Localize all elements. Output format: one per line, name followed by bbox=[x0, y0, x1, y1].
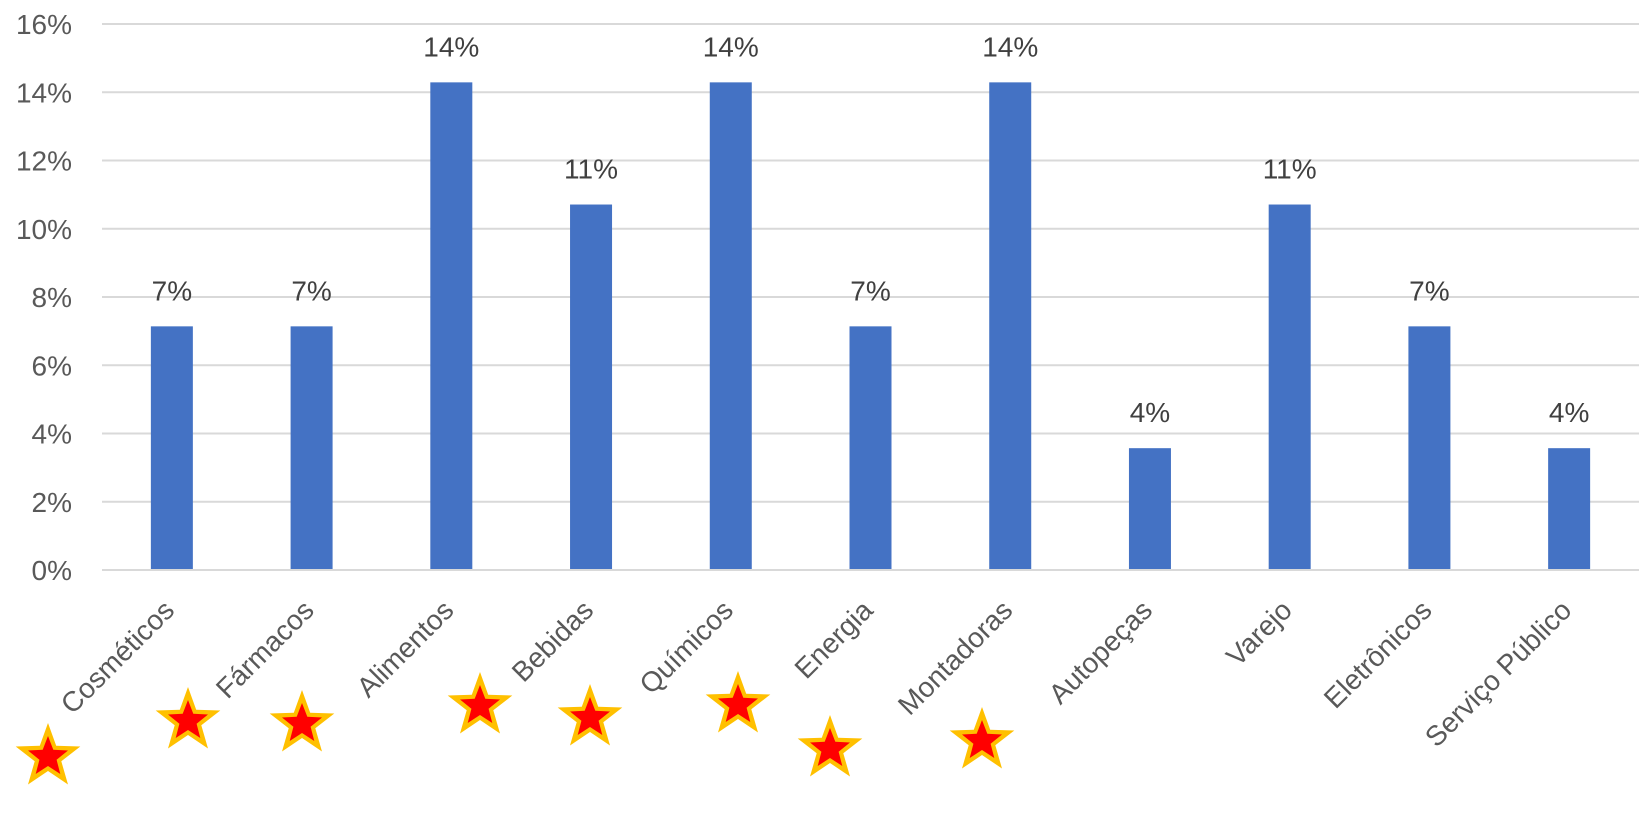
bar bbox=[849, 326, 892, 570]
star-icon bbox=[155, 687, 221, 749]
gridlines bbox=[102, 23, 1639, 571]
category-label: Autopeças bbox=[1043, 594, 1158, 709]
star-icon bbox=[15, 723, 81, 785]
data-label: 7% bbox=[291, 275, 331, 306]
bar bbox=[150, 326, 193, 570]
y-tick-label: 6% bbox=[32, 350, 72, 381]
data-label: 4% bbox=[1130, 397, 1170, 428]
data-labels: 7% 7% 14% 11% 14% 7% 14% 4% 11% 7% 4% bbox=[152, 31, 1590, 428]
bar bbox=[1268, 204, 1311, 571]
y-axis-tick-labels: 0% 2% 4% 6% 8% 10% 12% 14% 16% bbox=[16, 9, 72, 586]
data-label: 7% bbox=[1409, 275, 1449, 306]
category-label: Eletrônicos bbox=[1318, 594, 1438, 714]
data-label: 14% bbox=[703, 31, 759, 62]
star-icon bbox=[557, 684, 623, 746]
bar bbox=[430, 82, 473, 570]
bar bbox=[290, 326, 333, 570]
category-label: Fármacos bbox=[210, 594, 320, 704]
star-icon bbox=[797, 715, 863, 777]
bars bbox=[102, 82, 1639, 571]
data-label: 7% bbox=[152, 275, 192, 306]
bar bbox=[989, 82, 1032, 570]
data-label: 11% bbox=[1263, 154, 1317, 185]
y-tick-label: 0% bbox=[32, 555, 72, 586]
category-label: Bebidas bbox=[506, 594, 599, 687]
data-label: 7% bbox=[850, 275, 890, 306]
data-label: 14% bbox=[423, 31, 479, 62]
bar bbox=[1128, 448, 1171, 570]
y-tick-label: 10% bbox=[16, 214, 72, 245]
category-label: Energia bbox=[789, 594, 879, 684]
bar bbox=[1548, 448, 1591, 570]
y-tick-label: 16% bbox=[16, 9, 72, 40]
category-labels: Cosméticos Fármacos Alimentos Bebidas Químic… bbox=[55, 594, 1578, 753]
category-label: Químicos bbox=[633, 594, 739, 700]
category-label: Serviço Público bbox=[1419, 594, 1577, 752]
bar bbox=[1408, 326, 1451, 570]
category-label: Cosméticos bbox=[55, 594, 180, 719]
y-tick-label: 12% bbox=[16, 146, 72, 177]
star-icon bbox=[705, 671, 771, 733]
category-label: Alimentos bbox=[351, 594, 460, 703]
category-label: Montadoras bbox=[892, 594, 1018, 720]
y-tick-label: 14% bbox=[16, 77, 72, 108]
data-label: 11% bbox=[564, 154, 618, 185]
data-label: 14% bbox=[982, 31, 1038, 62]
star-icon bbox=[949, 707, 1015, 769]
y-tick-label: 4% bbox=[32, 419, 72, 450]
data-label: 4% bbox=[1549, 397, 1589, 428]
star-markers bbox=[15, 671, 1015, 785]
bar bbox=[570, 204, 613, 571]
y-tick-label: 2% bbox=[32, 487, 72, 518]
bar bbox=[709, 82, 752, 570]
star-icon bbox=[447, 672, 513, 734]
y-tick-label: 8% bbox=[32, 282, 72, 313]
category-label: Varejo bbox=[1220, 594, 1298, 672]
star-icon bbox=[269, 690, 335, 752]
